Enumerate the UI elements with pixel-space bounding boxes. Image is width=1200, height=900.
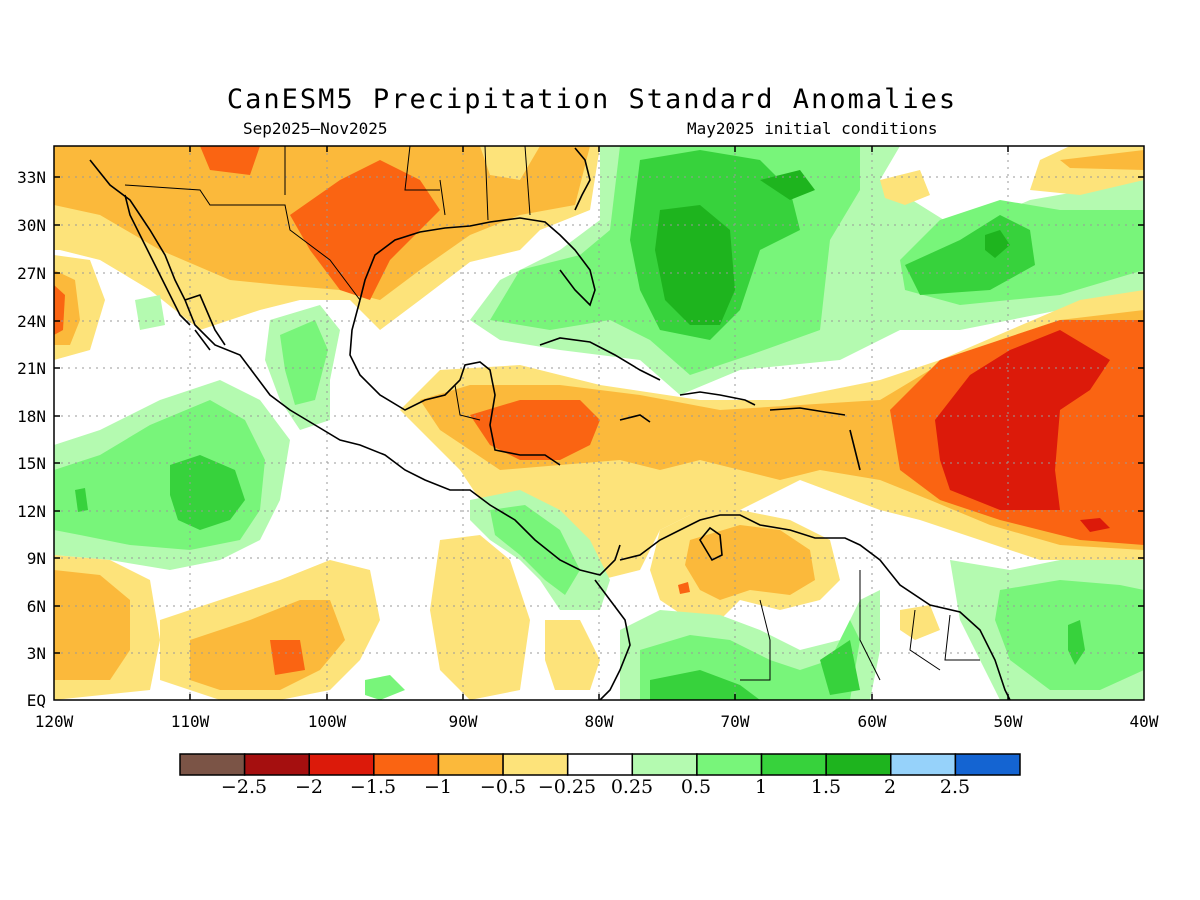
borders <box>124 146 980 681</box>
colorbar-swatch <box>760 753 827 776</box>
colorbar-swatch <box>631 753 698 776</box>
lat-label: 18N <box>17 407 46 426</box>
lon-label: 50W <box>993 712 1023 731</box>
colorbar-label: −1.5 <box>349 776 397 798</box>
graticule <box>54 146 1144 700</box>
season-label: Sep2025–Nov2025 <box>243 119 388 138</box>
colorbar-swatch <box>566 753 634 776</box>
colorbar-label: −2.5 <box>220 776 268 798</box>
colorbar-swatch <box>243 753 310 776</box>
lat-label: 9N <box>26 549 46 568</box>
lat-label: 33N <box>17 168 46 187</box>
lat-label: 24N <box>17 312 46 331</box>
colorbar-swatch <box>308 753 375 776</box>
lon-label: 80W <box>584 712 614 731</box>
lat-label: 27N <box>17 264 46 283</box>
colorbar-label: 2 <box>883 776 897 798</box>
colorbar-swatch <box>954 753 1021 776</box>
lon-label: 100W <box>307 712 347 731</box>
colorbar-label: −1 <box>423 776 453 798</box>
lat-label: EQ <box>26 691 46 710</box>
colorbar-label: −0.5 <box>479 776 527 798</box>
lon-label: 120W <box>34 712 74 731</box>
lat-label: 3N <box>26 644 46 663</box>
coastlines <box>89 147 1011 700</box>
colorbar-label: 0.25 <box>610 776 654 798</box>
lat-label: 15N <box>17 454 46 473</box>
anomaly-field <box>54 146 1144 700</box>
colorbar-swatch <box>373 753 440 776</box>
colorbar-swatch <box>437 753 504 776</box>
axis-ticks <box>54 146 1144 700</box>
colorbar <box>179 753 1021 776</box>
lon-label: 40W <box>1129 712 1159 731</box>
colorbar-swatch <box>890 753 957 776</box>
lon-label: 110W <box>170 712 210 731</box>
lat-label: 12N <box>17 502 46 521</box>
lon-label: 90W <box>448 712 478 731</box>
colorbar-swatch <box>502 753 569 776</box>
lon-label: 60W <box>857 712 887 731</box>
lat-label: 30N <box>17 216 46 235</box>
colorbar-label: 2.5 <box>939 776 971 798</box>
lat-label: 21N <box>17 359 46 378</box>
colorbar-label: 1 <box>754 776 768 798</box>
colorbar-swatch <box>179 753 246 776</box>
colorbar-swatch <box>825 753 892 776</box>
colorbar-label: −2 <box>294 776 324 798</box>
colorbar-swatch <box>696 753 763 776</box>
init-conditions-label: May2025 initial conditions <box>687 119 938 138</box>
map-title: CanESM5 Precipitation Standard Anomalies <box>226 84 958 115</box>
colorbar-label: 1.5 <box>810 776 842 798</box>
lon-label: 70W <box>720 712 750 731</box>
lat-label: 6N <box>26 597 46 616</box>
colorbar-label: 0.5 <box>680 776 712 798</box>
colorbar-label: −0.25 <box>537 776 597 798</box>
